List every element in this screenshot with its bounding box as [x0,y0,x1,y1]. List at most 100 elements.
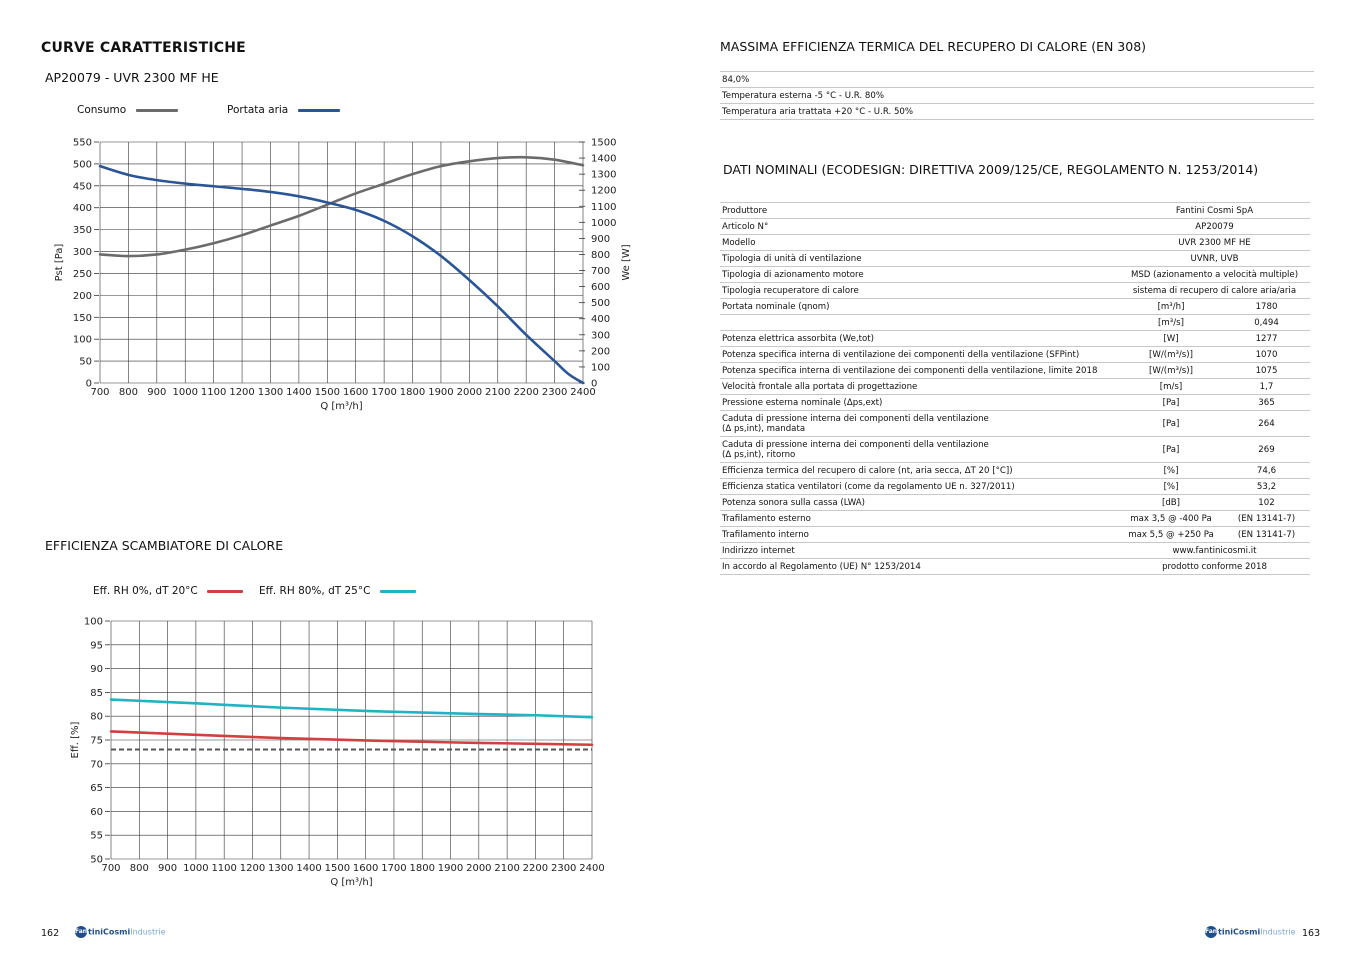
spec-value: 365 [1223,394,1310,411]
spec-label [720,314,1119,331]
eff-table: 84,0% Temperatura esterna -5 °C - U.R. 8… [720,71,1314,120]
chart2-legend-rh80: Eff. RH 80%, dT 25°C [259,585,416,597]
spec-label-line1: Caduta di pressione interna dei componen… [722,439,989,450]
x-tick-label: 2300 [542,387,567,398]
spec-value: 102 [1223,494,1310,511]
eff-section-title: MASSIMA EFFICIENZA TERMICA DEL RECUPERO … [720,39,1147,54]
spec-row: Tipologia di azionamento motore MSD (azio… [720,266,1310,283]
x-tick-label: 800 [130,863,149,874]
spec-unit: [m/s] [1119,378,1223,395]
spec-unit: [Pa] [1119,436,1223,463]
spec-label: Potenza specifica interna di ventilazion… [720,346,1119,363]
spec-value: (EN 13141-7) [1223,510,1310,527]
eff-cell: Temperatura aria trattata +20 °C - U.R. … [720,103,1314,120]
y2-tick-label: 700 [591,266,610,277]
y2-tick-label: 900 [591,234,610,245]
x-tick-label: 900 [147,387,166,398]
spec-row: Potenza specifica interna di ventilazion… [720,362,1310,379]
chart1-legend-portata: Portata aria [227,104,340,116]
y-axis-label: Pst [Pa] [54,244,65,282]
page-number-left: 162 [41,928,60,939]
spec-label: Pressione esterna nominale (Δps,ext) [720,394,1119,411]
y-tick-label: 100 [84,617,103,628]
spec-unit: max 5,5 @ +250 Pa [1119,526,1223,543]
y-tick-label: 80 [90,712,103,723]
spec-value: 1780 [1223,298,1310,315]
spec-row: Velocità frontale alla portata di proget… [720,378,1310,395]
x-tick-label: 1200 [240,863,265,874]
chart1-legend-consumo: Consumo [77,104,178,116]
y-tick-label: 150 [73,313,92,324]
spec-label: Articolo N° [720,218,1119,235]
spec-label: Efficienza termica del recupero di calor… [720,462,1119,479]
x-tick-label: 1700 [381,863,406,874]
spec-value: 0,494 [1223,314,1310,331]
spec-row: Tipologia di unità di ventilazione UVNR, … [720,250,1310,267]
x-tick-label: 2400 [579,863,604,874]
spec-value: www.fantinicosmi.it [1119,542,1310,559]
nominal-data-table: Produttore Fantini Cosmi SpA Articolo N° AP… [720,202,1310,575]
spec-row: Potenza elettrica assorbita (We,tot) [W] 1… [720,330,1310,347]
y2-tick-label: 0 [591,379,597,390]
eff-title: EFFICIENZA SCAMBIATORE DI CALORE [45,538,284,553]
section-title: CURVE CARATTERISTICHE [41,40,246,56]
x-tick-label: 1000 [183,863,208,874]
spec-unit: [Pa] [1119,410,1223,437]
eff-row: 84,0% [720,71,1314,88]
y2-tick-label: 1400 [591,154,616,165]
page-number-right: 163 [1302,928,1321,939]
spec-unit: [m³/s] [1119,314,1223,331]
y-tick-label: 500 [73,159,92,170]
spec-unit: [dB] [1119,494,1223,511]
x-tick-label: 1900 [438,863,463,874]
spec-value: sistema di recupero di calore aria/aria [1119,282,1310,299]
spec-label: Caduta di pressione interna dei componen… [720,436,1119,463]
spec-value: 1070 [1223,346,1310,363]
spec-label-line1: Caduta di pressione interna dei componen… [722,413,989,424]
logo-text-industrie: Industrie [130,927,166,937]
legend-swatch-rh80 [379,589,416,593]
spec-unit: [%] [1119,478,1223,495]
legend-swatch-portata [297,108,340,112]
nominal-title: DATI NOMINALI (ECODESIGN: DIRETTIVA 2009… [723,162,1259,177]
spec-unit: [m³/h] [1119,298,1223,315]
y-tick-label: 70 [90,759,103,770]
logo-text: tiniCosmi [1218,927,1261,937]
y-tick-label: 100 [73,335,92,346]
y-tick-label: 250 [73,269,92,280]
y2-tick-label: 200 [591,346,610,357]
eff-row: Temperatura esterna -5 °C - U.R. 80% [720,87,1314,104]
logo-icon: Fan [75,926,87,938]
y-tick-label: 55 [90,831,103,842]
y2-tick-label: 300 [591,330,610,341]
spec-value: AP20079 [1119,218,1310,235]
spec-value: 269 [1223,436,1310,463]
x-tick-label: 800 [119,387,138,398]
legend-swatch-consumo [135,108,178,112]
x-tick-label: 1400 [296,863,321,874]
x-tick-label: 1300 [258,387,283,398]
y-tick-label: 95 [90,640,103,651]
spec-unit: [Pa] [1119,394,1223,411]
spec-row: Trafilamento esterno max 3,5 @ -400 Pa (EN… [720,510,1310,527]
y-tick-label: 50 [79,357,92,368]
spec-label: Potenza specifica interna di ventilazion… [720,362,1119,379]
spec-label: Produttore [720,202,1119,219]
spec-value: 264 [1223,410,1310,437]
x-tick-label: 2400 [570,387,595,398]
spec-label: Trafilamento esterno [720,510,1119,527]
brand-logo-left: FantiniCosmiIndustrie [75,926,166,938]
spec-row: Pressione esterna nominale (Δps,ext) [Pa]… [720,394,1310,411]
x-axis-label: Q [m³/h] [320,401,362,412]
x-tick-label: 2100 [485,387,510,398]
spec-row: Trafilamento interno max 5,5 @ +250 Pa (EN… [720,526,1310,543]
y-tick-label: 450 [73,181,92,192]
spec-label: Potenza sonora sulla cassa (LWA) [720,494,1119,511]
legend-label-portata: Portata aria [227,104,289,116]
x-tick-label: 2200 [513,387,538,398]
y2-tick-label: 600 [591,282,610,293]
spec-value: 1277 [1223,330,1310,347]
spec-value: 74,6 [1223,462,1310,479]
x-tick-label: 1300 [268,863,293,874]
spec-row: Caduta di pressione interna dei componen… [720,436,1310,463]
